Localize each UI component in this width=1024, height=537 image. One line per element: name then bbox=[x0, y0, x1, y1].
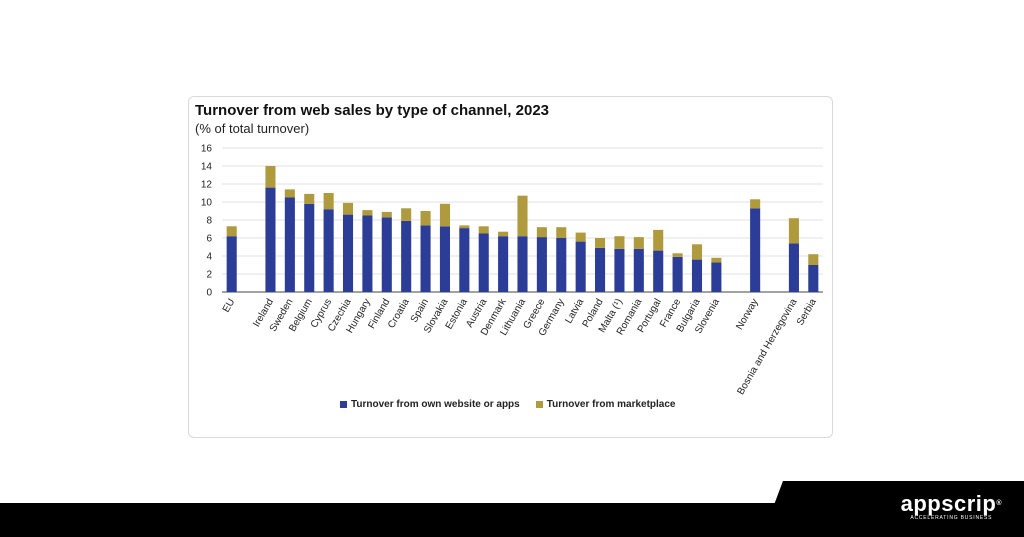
x-tick-label: EU bbox=[221, 297, 237, 315]
bar-own-website bbox=[342, 214, 354, 292]
bar-marketplace bbox=[342, 202, 354, 215]
bar-own-website bbox=[556, 238, 567, 292]
bar-own-website bbox=[381, 217, 392, 292]
bar-marketplace bbox=[439, 203, 450, 227]
bar-marketplace bbox=[536, 227, 547, 238]
bar-own-website bbox=[575, 241, 586, 292]
bar-own-website bbox=[401, 220, 412, 292]
y-tick-label: 16 bbox=[201, 144, 213, 155]
y-tick-label: 0 bbox=[206, 288, 212, 299]
chart-card bbox=[188, 96, 833, 438]
bar-own-website bbox=[284, 197, 295, 292]
bar-marketplace bbox=[595, 238, 606, 248]
y-tick-label: 14 bbox=[201, 162, 213, 173]
bar-marketplace bbox=[575, 232, 586, 242]
y-tick-label: 12 bbox=[201, 180, 213, 191]
bar-marketplace bbox=[381, 211, 392, 218]
bar-marketplace bbox=[498, 231, 509, 237]
bar-marketplace bbox=[750, 199, 761, 209]
bar-own-website bbox=[691, 259, 703, 292]
bar-own-website bbox=[459, 228, 470, 292]
legend-swatch-marketplace bbox=[535, 401, 543, 408]
bar-own-website bbox=[536, 237, 547, 292]
bar-own-website bbox=[517, 236, 528, 292]
legend-label-own: Turnover from own website or apps bbox=[351, 399, 520, 410]
bar-marketplace bbox=[420, 211, 431, 226]
bar-own-website bbox=[362, 215, 373, 292]
bar-marketplace bbox=[653, 229, 664, 251]
chart-title: Turnover from web sales by type of chann… bbox=[195, 102, 550, 119]
bar-marketplace bbox=[459, 225, 470, 229]
bar-marketplace bbox=[633, 237, 644, 249]
bar-own-website bbox=[750, 208, 761, 292]
brand-name: appscrip bbox=[900, 491, 997, 516]
y-tick-label: 4 bbox=[206, 252, 212, 263]
bar-own-website bbox=[808, 265, 819, 292]
bar-own-website bbox=[226, 236, 237, 292]
bar-marketplace bbox=[323, 193, 334, 210]
chart-legend: Turnover from own website or apps Turnov… bbox=[340, 399, 675, 410]
brand-logo: appscrip® ACCELERATING BUSINESS bbox=[900, 491, 1002, 522]
bar-marketplace bbox=[304, 193, 315, 204]
bar-marketplace bbox=[226, 226, 237, 237]
y-tick-label: 2 bbox=[206, 270, 212, 281]
bar-own-website bbox=[672, 256, 683, 292]
bar-marketplace bbox=[401, 208, 412, 221]
brand-registered-mark: ® bbox=[996, 500, 1002, 507]
bar-own-website bbox=[478, 233, 489, 292]
bar-own-website bbox=[439, 226, 450, 292]
bar-marketplace bbox=[614, 236, 625, 249]
bar-own-website bbox=[653, 250, 664, 292]
bar-marketplace bbox=[284, 189, 295, 198]
bar-marketplace bbox=[556, 227, 567, 238]
bar-marketplace bbox=[265, 166, 276, 188]
bar-own-website bbox=[323, 209, 334, 292]
bar-marketplace bbox=[517, 195, 528, 237]
legend-swatch-own bbox=[340, 401, 347, 408]
legend-label-marketplace: Turnover from marketplace bbox=[546, 399, 676, 410]
bar-own-website bbox=[633, 248, 644, 292]
bar-own-website bbox=[788, 243, 799, 292]
bar-marketplace bbox=[672, 253, 683, 257]
bar-own-website bbox=[420, 225, 431, 292]
bar-own-website bbox=[498, 236, 509, 292]
bar-marketplace bbox=[362, 210, 373, 216]
y-tick-label: 10 bbox=[201, 198, 213, 209]
chart-subtitle: (% of total turnover) bbox=[195, 121, 310, 136]
bar-marketplace bbox=[711, 257, 722, 263]
bar-marketplace bbox=[691, 244, 703, 260]
bar-own-website bbox=[614, 248, 625, 292]
footer-tab bbox=[762, 481, 1024, 537]
bar-own-website bbox=[711, 262, 722, 292]
y-tick-label: 6 bbox=[206, 234, 212, 245]
bar-marketplace bbox=[808, 254, 819, 265]
x-tick-label: Norway bbox=[734, 297, 760, 332]
bar-own-website bbox=[304, 203, 315, 292]
y-tick-label: 8 bbox=[206, 216, 212, 227]
legend-item-own: Turnover from own website or apps bbox=[340, 399, 520, 410]
brand-tagline: ACCELERATING BUSINESS bbox=[910, 515, 993, 521]
bar-marketplace bbox=[788, 218, 799, 244]
bar-marketplace bbox=[478, 226, 489, 234]
legend-item-marketplace: Turnover from marketplace bbox=[535, 399, 676, 410]
x-tick-label: Serbia bbox=[795, 297, 819, 328]
bar-own-website bbox=[265, 187, 276, 292]
bar-own-website bbox=[595, 247, 606, 292]
